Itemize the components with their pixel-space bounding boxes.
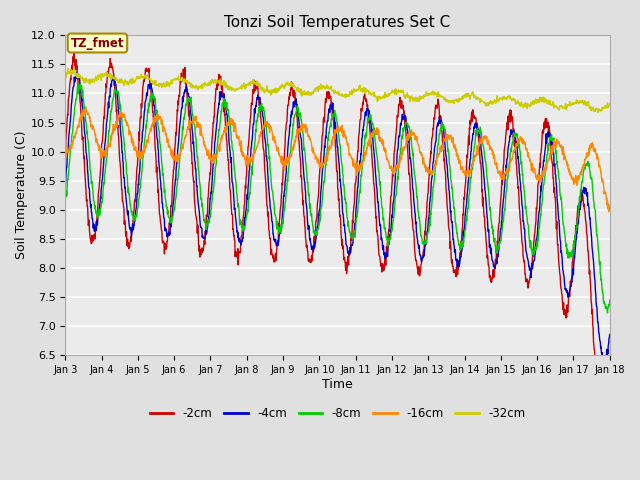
- -8cm: [606, 298, 614, 303]
- -32cm: [170, 76, 177, 82]
- -16cm: [541, 162, 549, 168]
- -2cm: [244, 154, 252, 160]
- X-axis label: Time: Time: [322, 377, 353, 391]
- Line: -2cm: -2cm: [65, 53, 610, 415]
- -8cm: [183, 100, 191, 106]
- Y-axis label: Soil Temperature (C): Soil Temperature (C): [15, 131, 28, 259]
- -2cm: [541, 116, 549, 121]
- -32cm: [183, 79, 191, 85]
- -4cm: [61, 186, 69, 192]
- -16cm: [606, 207, 614, 213]
- -4cm: [541, 145, 549, 151]
- -32cm: [64, 66, 72, 72]
- -2cm: [606, 355, 614, 361]
- -4cm: [422, 238, 430, 243]
- -4cm: [183, 85, 191, 91]
- -32cm: [606, 100, 614, 106]
- -32cm: [493, 97, 501, 103]
- -2cm: [70, 50, 78, 56]
- Title: Tonzi Soil Temperatures Set C: Tonzi Soil Temperatures Set C: [225, 15, 451, 30]
- -16cm: [183, 132, 191, 137]
- -8cm: [604, 310, 611, 316]
- -8cm: [61, 192, 69, 198]
- -16cm: [244, 164, 252, 170]
- -4cm: [606, 332, 614, 337]
- -16cm: [493, 165, 501, 170]
- -8cm: [74, 81, 81, 87]
- -32cm: [61, 70, 69, 75]
- -4cm: [73, 70, 81, 75]
- -32cm: [244, 83, 252, 88]
- -16cm: [82, 104, 90, 110]
- Line: -32cm: -32cm: [65, 69, 610, 112]
- -2cm: [493, 238, 501, 244]
- -4cm: [170, 198, 177, 204]
- -2cm: [597, 412, 605, 418]
- -16cm: [61, 149, 69, 155]
- -32cm: [594, 109, 602, 115]
- Line: -16cm: -16cm: [65, 107, 610, 212]
- -4cm: [493, 253, 501, 259]
- -8cm: [244, 207, 252, 213]
- -2cm: [61, 140, 69, 145]
- -16cm: [422, 165, 430, 170]
- -2cm: [422, 215, 430, 221]
- -32cm: [422, 89, 430, 95]
- -4cm: [244, 196, 252, 202]
- -4cm: [600, 360, 608, 366]
- -8cm: [493, 243, 501, 249]
- -8cm: [170, 210, 177, 216]
- -8cm: [422, 238, 430, 243]
- -2cm: [183, 86, 191, 92]
- Line: -4cm: -4cm: [65, 72, 610, 363]
- -2cm: [170, 167, 177, 172]
- -8cm: [541, 166, 549, 172]
- Text: TZ_fmet: TZ_fmet: [70, 36, 124, 49]
- -32cm: [541, 96, 549, 102]
- Line: -8cm: -8cm: [65, 84, 610, 313]
- Legend: -2cm, -4cm, -8cm, -16cm, -32cm: -2cm, -4cm, -8cm, -16cm, -32cm: [145, 402, 530, 425]
- -16cm: [170, 156, 177, 162]
- -16cm: [605, 209, 612, 215]
